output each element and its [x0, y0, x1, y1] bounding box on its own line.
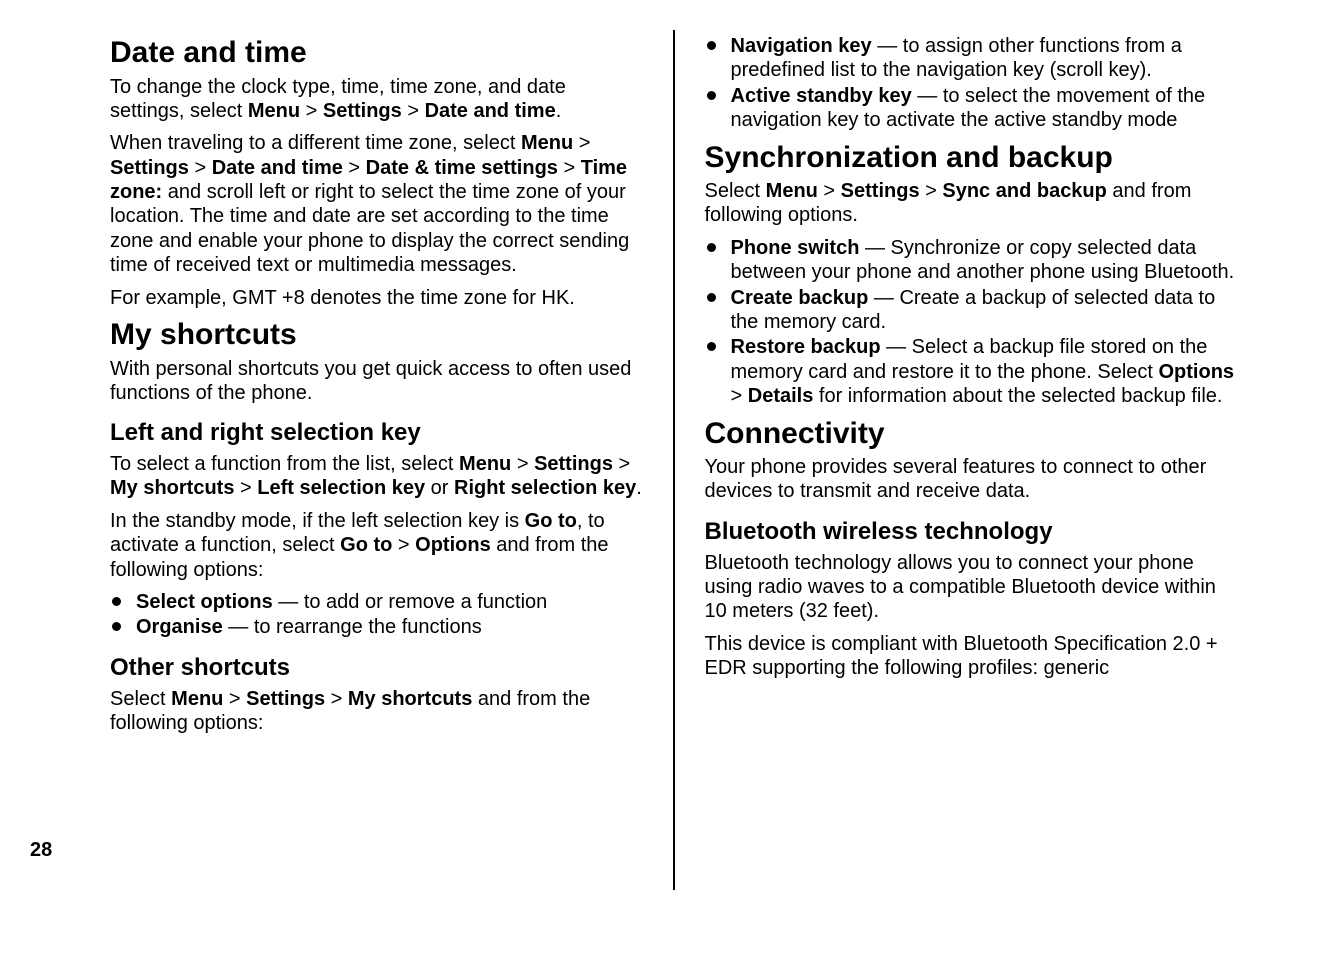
menu-label: Left selection key: [257, 477, 425, 499]
text: .: [556, 100, 562, 122]
menu-label: Details: [748, 385, 814, 407]
separator: >: [731, 385, 748, 407]
menu-label: Date and time: [425, 100, 556, 122]
page-number: 28: [30, 839, 52, 862]
text: .: [636, 477, 642, 499]
text: Select: [110, 688, 171, 710]
heading-lr-selection-key: Left and right selection key: [110, 419, 643, 448]
right-column: Navigation key — to assign other functio…: [680, 30, 1263, 924]
list-item: Restore backup — Select a backup file st…: [731, 335, 1238, 408]
option-name: Active standby key: [731, 85, 912, 107]
menu-label: Options: [1159, 361, 1235, 383]
menu-label: Go to: [340, 534, 392, 556]
lrkey-options-list: Select options — to add or remove a func…: [110, 590, 643, 640]
option-name: Select options: [136, 591, 273, 613]
text: In the standby mode, if the left selecti…: [110, 510, 525, 532]
text: or: [425, 477, 454, 499]
option-name: Organise: [136, 616, 223, 638]
separator: >: [392, 534, 415, 556]
menu-label: Menu: [766, 180, 818, 202]
option-name: Phone switch: [731, 237, 860, 259]
sync-options-list: Phone switch — Synchronize or copy selec…: [705, 236, 1238, 409]
menu-label: Date & time settings: [366, 157, 558, 179]
separator: >: [300, 100, 323, 122]
bt-para-1: Bluetooth technology allows you to conne…: [705, 551, 1238, 624]
menu-label: Settings: [110, 157, 189, 179]
separator: >: [189, 157, 212, 179]
text: Select: [705, 180, 766, 202]
heading-my-shortcuts: My shortcuts: [110, 318, 643, 353]
option-desc: — to add or remove a function: [273, 591, 548, 613]
option-name: Create backup: [731, 287, 869, 309]
separator: >: [920, 180, 943, 202]
separator: >: [511, 453, 534, 475]
shortcuts-para-1: With personal shortcuts you get quick ac…: [110, 357, 643, 406]
menu-label: Sync and backup: [942, 180, 1107, 202]
conn-para-1: Your phone provides several features to …: [705, 455, 1238, 504]
heading-date-time: Date and time: [110, 36, 643, 71]
date-para-2: When traveling to a different time zone,…: [110, 131, 643, 277]
menu-label: Options: [415, 534, 491, 556]
other-para-1: Select Menu > Settings > My shortcuts an…: [110, 687, 643, 736]
menu-label: Date and time: [212, 157, 343, 179]
option-name: Restore backup: [731, 336, 881, 358]
heading-bluetooth: Bluetooth wireless technology: [705, 518, 1238, 547]
menu-label: Settings: [841, 180, 920, 202]
separator: >: [343, 157, 366, 179]
separator: >: [613, 453, 630, 475]
menu-label: Right selection key: [454, 477, 636, 499]
heading-other-shortcuts: Other shortcuts: [110, 654, 643, 683]
date-para-3: For example, GMT +8 denotes the time zon…: [110, 286, 643, 310]
separator: >: [402, 100, 425, 122]
option-name: Navigation key: [731, 35, 872, 57]
list-item: Select options — to add or remove a func…: [136, 590, 643, 614]
menu-label: Go to: [525, 510, 577, 532]
heading-connectivity: Connectivity: [705, 417, 1238, 452]
text: and scroll left or right to select the t…: [110, 181, 629, 276]
menu-label: Settings: [534, 453, 613, 475]
left-column: Date and time To change the clock type, …: [30, 30, 668, 924]
lrkey-para-1: To select a function from the list, sele…: [110, 452, 643, 501]
heading-sync-backup: Synchronization and backup: [705, 141, 1238, 176]
page: 28 Date and time To change the clock typ…: [0, 0, 1322, 954]
list-item: Phone switch — Synchronize or copy selec…: [731, 236, 1238, 285]
separator: >: [234, 477, 257, 499]
date-para-1: To change the clock type, time, time zon…: [110, 75, 643, 124]
separator: >: [573, 132, 590, 154]
menu-label: Menu: [521, 132, 573, 154]
column-divider: [673, 30, 675, 890]
menu-label: Menu: [248, 100, 300, 122]
menu-label: Menu: [459, 453, 511, 475]
menu-label: Settings: [323, 100, 402, 122]
text: To select a function from the list, sele…: [110, 453, 459, 475]
list-item: Active standby key — to select the movem…: [731, 84, 1238, 133]
menu-label: Menu: [171, 688, 223, 710]
separator: >: [223, 688, 246, 710]
lrkey-para-2: In the standby mode, if the left selecti…: [110, 509, 643, 582]
option-desc: — to rearrange the functions: [223, 616, 482, 638]
list-item: Create backup — Create a backup of selec…: [731, 286, 1238, 335]
menu-label: My shortcuts: [110, 477, 234, 499]
menu-label: My shortcuts: [348, 688, 472, 710]
menu-label: Settings: [246, 688, 325, 710]
bt-para-2: This device is compliant with Bluetooth …: [705, 632, 1238, 681]
other-shortcuts-list: Navigation key — to assign other functio…: [705, 34, 1238, 133]
separator: >: [558, 157, 581, 179]
separator: >: [818, 180, 841, 202]
list-item: Organise — to rearrange the functions: [136, 615, 643, 639]
separator: >: [325, 688, 348, 710]
sync-para-1: Select Menu > Settings > Sync and backup…: [705, 179, 1238, 228]
option-desc: for information about the selected backu…: [813, 385, 1222, 407]
list-item: Navigation key — to assign other functio…: [731, 34, 1238, 83]
text: When traveling to a different time zone,…: [110, 132, 521, 154]
